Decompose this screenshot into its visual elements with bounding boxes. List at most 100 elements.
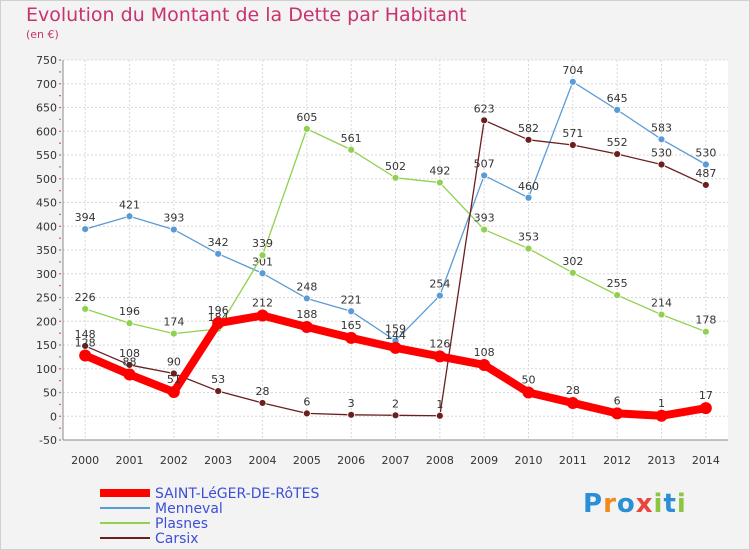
data-label: 226	[75, 291, 96, 304]
data-label: 254	[429, 278, 450, 291]
y-minor-tick	[59, 225, 61, 228]
data-label: 2	[392, 397, 399, 410]
data-label: 108	[474, 346, 495, 359]
data-label: 502	[385, 160, 406, 173]
data-point	[258, 269, 267, 278]
data-label: 582	[518, 122, 539, 135]
logo-letter: i	[676, 489, 687, 519]
data-point	[258, 399, 267, 407]
logo-letter: i	[653, 489, 664, 519]
data-label: 421	[119, 198, 140, 211]
y-minor-tick	[59, 344, 61, 346]
data-label: 212	[252, 297, 273, 310]
logo-letter: t	[663, 489, 677, 519]
data-label: 6	[303, 395, 310, 408]
y-minor-tick	[59, 118, 61, 121]
data-label: 605	[296, 111, 317, 124]
data-label: 342	[208, 236, 229, 249]
data-label: 51	[167, 373, 181, 386]
legend-entry: SAINT-LéGER-DE-RôTES	[155, 486, 319, 502]
y-minor-tick	[59, 213, 61, 216]
y-minor-tick	[59, 166, 61, 168]
data-label: 393	[474, 212, 495, 225]
data-label: 188	[296, 308, 317, 321]
chart-title: Evolution du Montant de la Dette par Hab…	[26, 4, 467, 26]
data-point	[568, 141, 577, 149]
data-point	[345, 331, 358, 344]
legend-entry: Plasnes	[155, 516, 208, 532]
y-minor-tick	[59, 189, 61, 192]
x-tick-label: 2005	[293, 454, 321, 467]
data-point	[568, 77, 577, 86]
data-label: 571	[562, 127, 583, 140]
chart-subtitle: (en €)	[26, 28, 59, 41]
data-label: 6	[614, 394, 621, 407]
y-minor-tick	[59, 439, 61, 441]
y-tick-label: 400	[36, 220, 57, 233]
data-label: 221	[341, 293, 362, 306]
y-tick-label: 50	[43, 387, 57, 400]
data-label: 50	[522, 374, 536, 387]
data-point	[701, 327, 710, 336]
logo-letter: r	[603, 489, 617, 519]
data-label: 704	[562, 64, 583, 77]
data-point	[524, 193, 533, 202]
data-point	[568, 268, 577, 277]
data-label: 28	[256, 385, 270, 398]
y-tick-label: 150	[36, 339, 57, 352]
data-label: 492	[429, 165, 450, 178]
data-point	[657, 310, 666, 319]
data-point	[302, 294, 311, 303]
data-point	[169, 369, 178, 378]
data-point	[478, 358, 491, 371]
y-minor-tick	[59, 272, 61, 275]
data-label: 17	[699, 389, 713, 402]
data-label: 174	[163, 316, 184, 329]
data-label: 148	[75, 328, 96, 341]
y-minor-tick	[59, 296, 61, 299]
data-point	[81, 225, 90, 234]
y-tick-label: 600	[36, 125, 57, 138]
data-point	[169, 225, 178, 234]
data-label: 302	[562, 255, 583, 268]
y-tick-label: 250	[36, 292, 57, 305]
data-point	[524, 244, 533, 253]
x-tick-label: 2002	[160, 454, 188, 467]
data-point	[435, 411, 444, 420]
y-minor-tick	[59, 427, 61, 429]
y-minor-tick	[59, 82, 61, 85]
data-point	[611, 407, 624, 420]
y-tick-label: 700	[36, 78, 57, 91]
proxiti-logo: Proxiti	[583, 489, 687, 519]
y-minor-tick	[59, 201, 61, 204]
data-point	[125, 212, 134, 221]
data-label: 159	[385, 323, 406, 336]
data-label: 28	[566, 384, 580, 397]
data-label: 394	[75, 211, 96, 224]
y-minor-tick	[59, 237, 61, 239]
y-tick-label: -50	[39, 434, 57, 447]
y-tick-label: 500	[36, 173, 57, 186]
data-point	[435, 178, 444, 187]
y-minor-tick	[59, 261, 61, 263]
data-point	[302, 124, 311, 133]
y-minor-tick	[59, 154, 61, 156]
data-point	[167, 386, 180, 399]
x-tick-label: 2011	[559, 454, 587, 467]
y-tick-label: 100	[36, 363, 57, 376]
y-minor-tick	[59, 177, 61, 180]
x-tick-label: 2003	[204, 454, 232, 467]
data-point	[613, 150, 622, 158]
data-point	[123, 368, 136, 381]
data-label: 393	[163, 212, 184, 225]
x-tick-label: 2000	[71, 454, 99, 467]
data-point	[391, 411, 400, 420]
y-minor-tick	[59, 249, 61, 251]
data-point	[302, 409, 311, 418]
data-label: 530	[651, 147, 672, 160]
legend-entry: Carsix	[155, 531, 199, 547]
data-point	[566, 396, 579, 409]
data-label: 196	[119, 305, 140, 318]
x-tick-label: 2006	[337, 454, 365, 467]
